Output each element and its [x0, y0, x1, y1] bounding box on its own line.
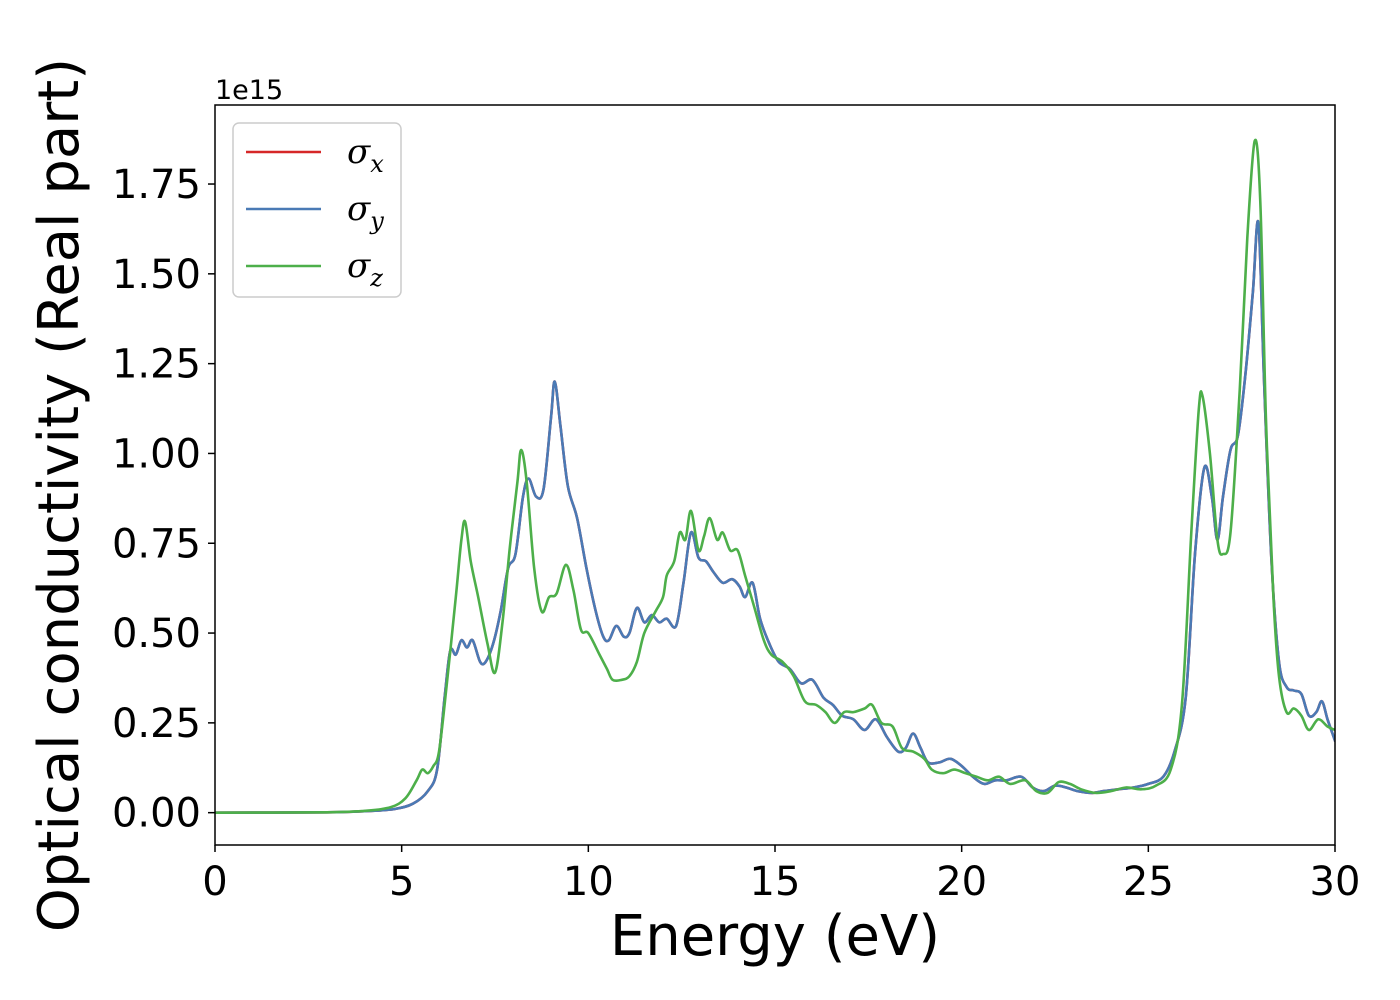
x-tick-label: 5	[389, 859, 414, 905]
legend-subscript: y	[369, 207, 384, 235]
series-line-x	[215, 219, 1335, 814]
y-tick-label: 0.75	[112, 521, 201, 567]
y-tick-label: 1.50	[112, 252, 201, 298]
x-tick-label: 15	[750, 859, 801, 905]
x-axis: 0 5 10 15 20 25 30	[202, 845, 1360, 905]
y-tick-label: 0.25	[112, 701, 201, 747]
series-line-z	[215, 138, 1335, 814]
legend-label-z: σz	[347, 246, 383, 292]
y-tick-label: 1.75	[112, 162, 201, 208]
legend-subscript: x	[370, 150, 384, 178]
legend-subscript: z	[369, 264, 383, 292]
y-tick-label: 1.25	[112, 342, 201, 388]
legend-label-y: σy	[347, 189, 384, 235]
legend-symbol: σ	[347, 189, 371, 229]
y-tick-label: 0.00	[112, 791, 201, 837]
x-tick-label: 10	[563, 859, 614, 905]
x-tick-label: 30	[1310, 859, 1361, 905]
x-tick-label: 20	[936, 859, 987, 905]
y-axis: 0.00 0.25 0.50 0.75 1.00 1.25 1.50 1.75	[112, 162, 215, 837]
series-line-y	[215, 219, 1335, 814]
series-layer	[215, 138, 1335, 814]
legend-label-x: σx	[347, 132, 384, 178]
x-tick-label: 0	[202, 859, 227, 905]
x-tick-label: 25	[1123, 859, 1174, 905]
y-tick-label: 0.50	[112, 611, 201, 657]
legend-symbol: σ	[347, 132, 371, 172]
x-axis-title: Energy (eV)	[610, 904, 940, 969]
y-offset-label: 1e15	[215, 75, 283, 106]
y-tick-label: 1.00	[112, 431, 201, 477]
legend-symbol: σ	[347, 246, 371, 286]
y-axis-title: Optical conductivity (Real part)	[27, 58, 92, 932]
